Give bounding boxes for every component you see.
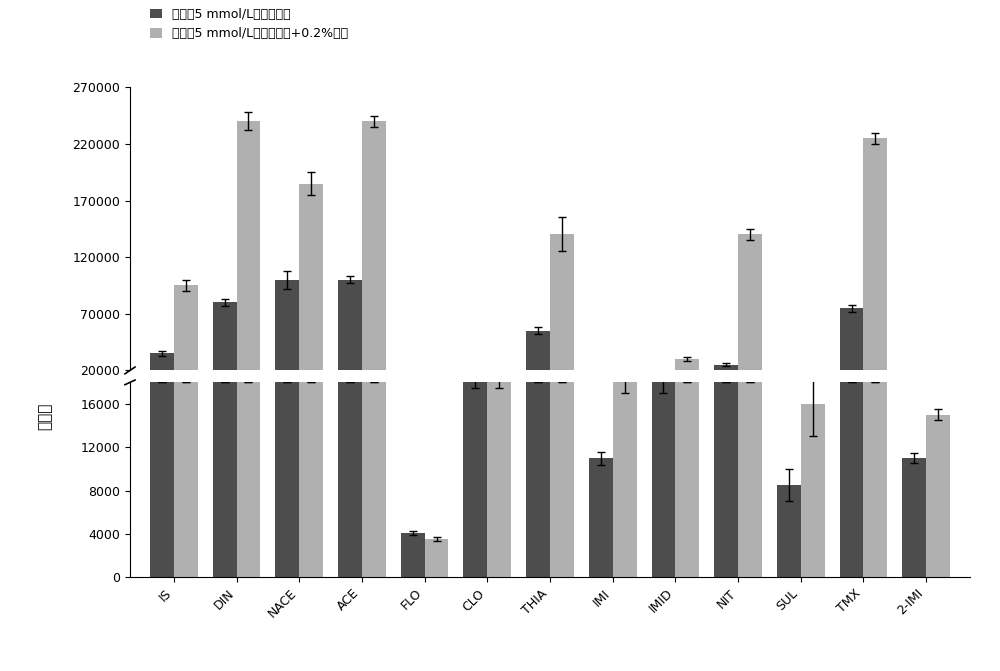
Bar (213, 382, 237, 577)
Bar (299, 382, 323, 577)
Bar (150, 382, 174, 577)
Bar (550, 234, 574, 393)
Bar (299, 183, 323, 393)
Bar (338, 382, 362, 577)
Bar (675, 382, 699, 577)
Bar (675, 359, 699, 393)
Bar (902, 458, 926, 577)
Bar (714, 382, 738, 577)
Bar (550, 382, 574, 577)
Bar (401, 389, 425, 393)
Legend: 甲醇－5 mmol/L乙酸铵溶液, 甲醇－5 mmol/L乙酸铵溶液+0.2%甲酸: 甲醇－5 mmol/L乙酸铵溶液, 甲醇－5 mmol/L乙酸铵溶液+0.2%甲… (145, 3, 353, 45)
Bar (275, 382, 299, 577)
Bar (738, 234, 762, 393)
Bar (526, 331, 550, 393)
Bar (840, 308, 863, 393)
Bar (840, 382, 863, 577)
Bar (863, 382, 887, 577)
Bar (362, 382, 386, 577)
Bar (401, 533, 425, 577)
Bar (589, 380, 613, 393)
Bar (926, 415, 950, 577)
Bar (526, 382, 550, 577)
Bar (777, 383, 801, 393)
Bar (589, 458, 613, 577)
Bar (463, 372, 487, 393)
Bar (613, 372, 637, 393)
Bar (463, 382, 487, 577)
Bar (150, 354, 174, 393)
Bar (613, 382, 637, 577)
Bar (237, 382, 260, 577)
Bar (425, 539, 448, 577)
Bar (174, 285, 198, 393)
Bar (801, 375, 825, 393)
Bar (237, 121, 260, 393)
Bar (275, 280, 299, 393)
Bar (338, 280, 362, 393)
Bar (425, 389, 448, 393)
Bar (902, 380, 926, 393)
Bar (801, 404, 825, 577)
Bar (652, 372, 675, 393)
Bar (213, 303, 237, 393)
Bar (652, 382, 675, 577)
Bar (487, 382, 511, 577)
Bar (926, 376, 950, 393)
Bar (863, 138, 887, 393)
Bar (487, 372, 511, 393)
Bar (714, 365, 738, 393)
Bar (362, 121, 386, 393)
Bar (174, 382, 198, 577)
Text: 峰面积: 峰面积 (38, 403, 52, 429)
Bar (777, 485, 801, 577)
Bar (738, 382, 762, 577)
